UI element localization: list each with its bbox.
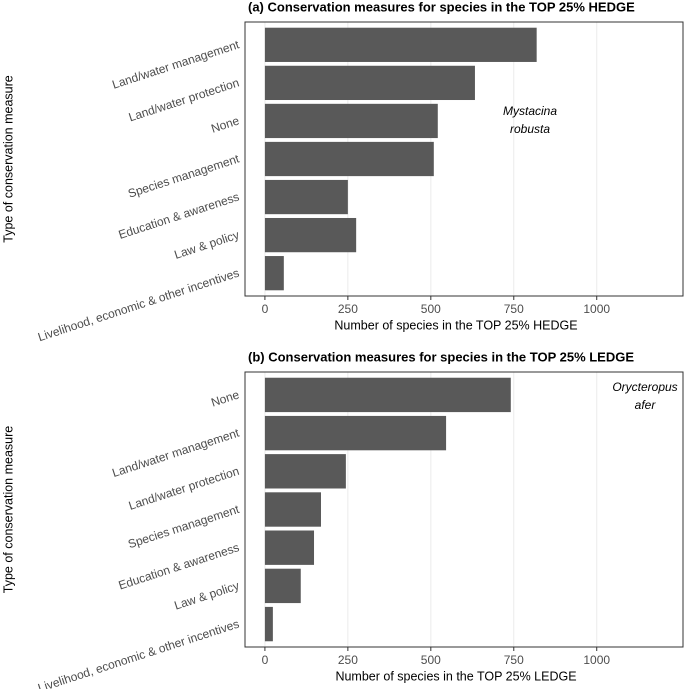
x-tick-label: 0 bbox=[262, 302, 269, 316]
x-axis-label: Number of species in the TOP 25% HEDGE bbox=[334, 318, 577, 332]
x-tick-label: 750 bbox=[504, 302, 524, 316]
x-tick-label: 250 bbox=[338, 653, 358, 667]
bar bbox=[264, 606, 273, 642]
y-tick-label: Law & policy bbox=[173, 578, 241, 612]
bar bbox=[264, 377, 511, 413]
bar bbox=[264, 65, 475, 101]
x-tick-label: 1000 bbox=[583, 302, 610, 316]
panel-border bbox=[244, 21, 684, 297]
y-axis-label: Type of conservation measure bbox=[1, 426, 15, 593]
y-tick-label: Livelihood, economic & other incentives bbox=[36, 266, 241, 344]
bar bbox=[264, 454, 346, 489]
bar bbox=[264, 217, 357, 253]
y-tick-label: Livelihood, economic & other incentives bbox=[36, 617, 241, 689]
x-tick-label: 500 bbox=[421, 653, 441, 667]
bar bbox=[264, 415, 447, 451]
x-axis-label: Number of species in the TOP 25% LEDGE bbox=[335, 669, 576, 683]
chart-title: (a) Conservation measures for species in… bbox=[248, 0, 635, 14]
x-tick-label: 0 bbox=[262, 653, 269, 667]
bar bbox=[264, 141, 434, 177]
x-tick-label: 250 bbox=[338, 302, 358, 316]
bar bbox=[264, 568, 301, 604]
y-axis-label: Type of conservation measure bbox=[1, 75, 15, 242]
bar bbox=[264, 103, 438, 139]
annotation: robusta bbox=[510, 122, 550, 136]
bar bbox=[264, 256, 284, 291]
y-tick-label: None bbox=[209, 387, 241, 409]
chart-title: (b) Conservation measures for species in… bbox=[248, 349, 634, 364]
annotation: Orycteropus bbox=[612, 380, 677, 394]
x-tick-label: 500 bbox=[421, 302, 441, 316]
annotation: afer bbox=[635, 398, 657, 412]
y-tick-label: None bbox=[209, 113, 241, 135]
bar bbox=[264, 27, 537, 62]
bar bbox=[264, 492, 321, 527]
x-tick-label: 1000 bbox=[583, 653, 610, 667]
annotation: Mystacina bbox=[503, 104, 557, 118]
panel-border bbox=[244, 371, 684, 648]
y-tick-label: Law & policy bbox=[173, 228, 241, 262]
bar bbox=[264, 530, 315, 565]
x-tick-label: 750 bbox=[504, 653, 524, 667]
bar bbox=[264, 179, 348, 215]
